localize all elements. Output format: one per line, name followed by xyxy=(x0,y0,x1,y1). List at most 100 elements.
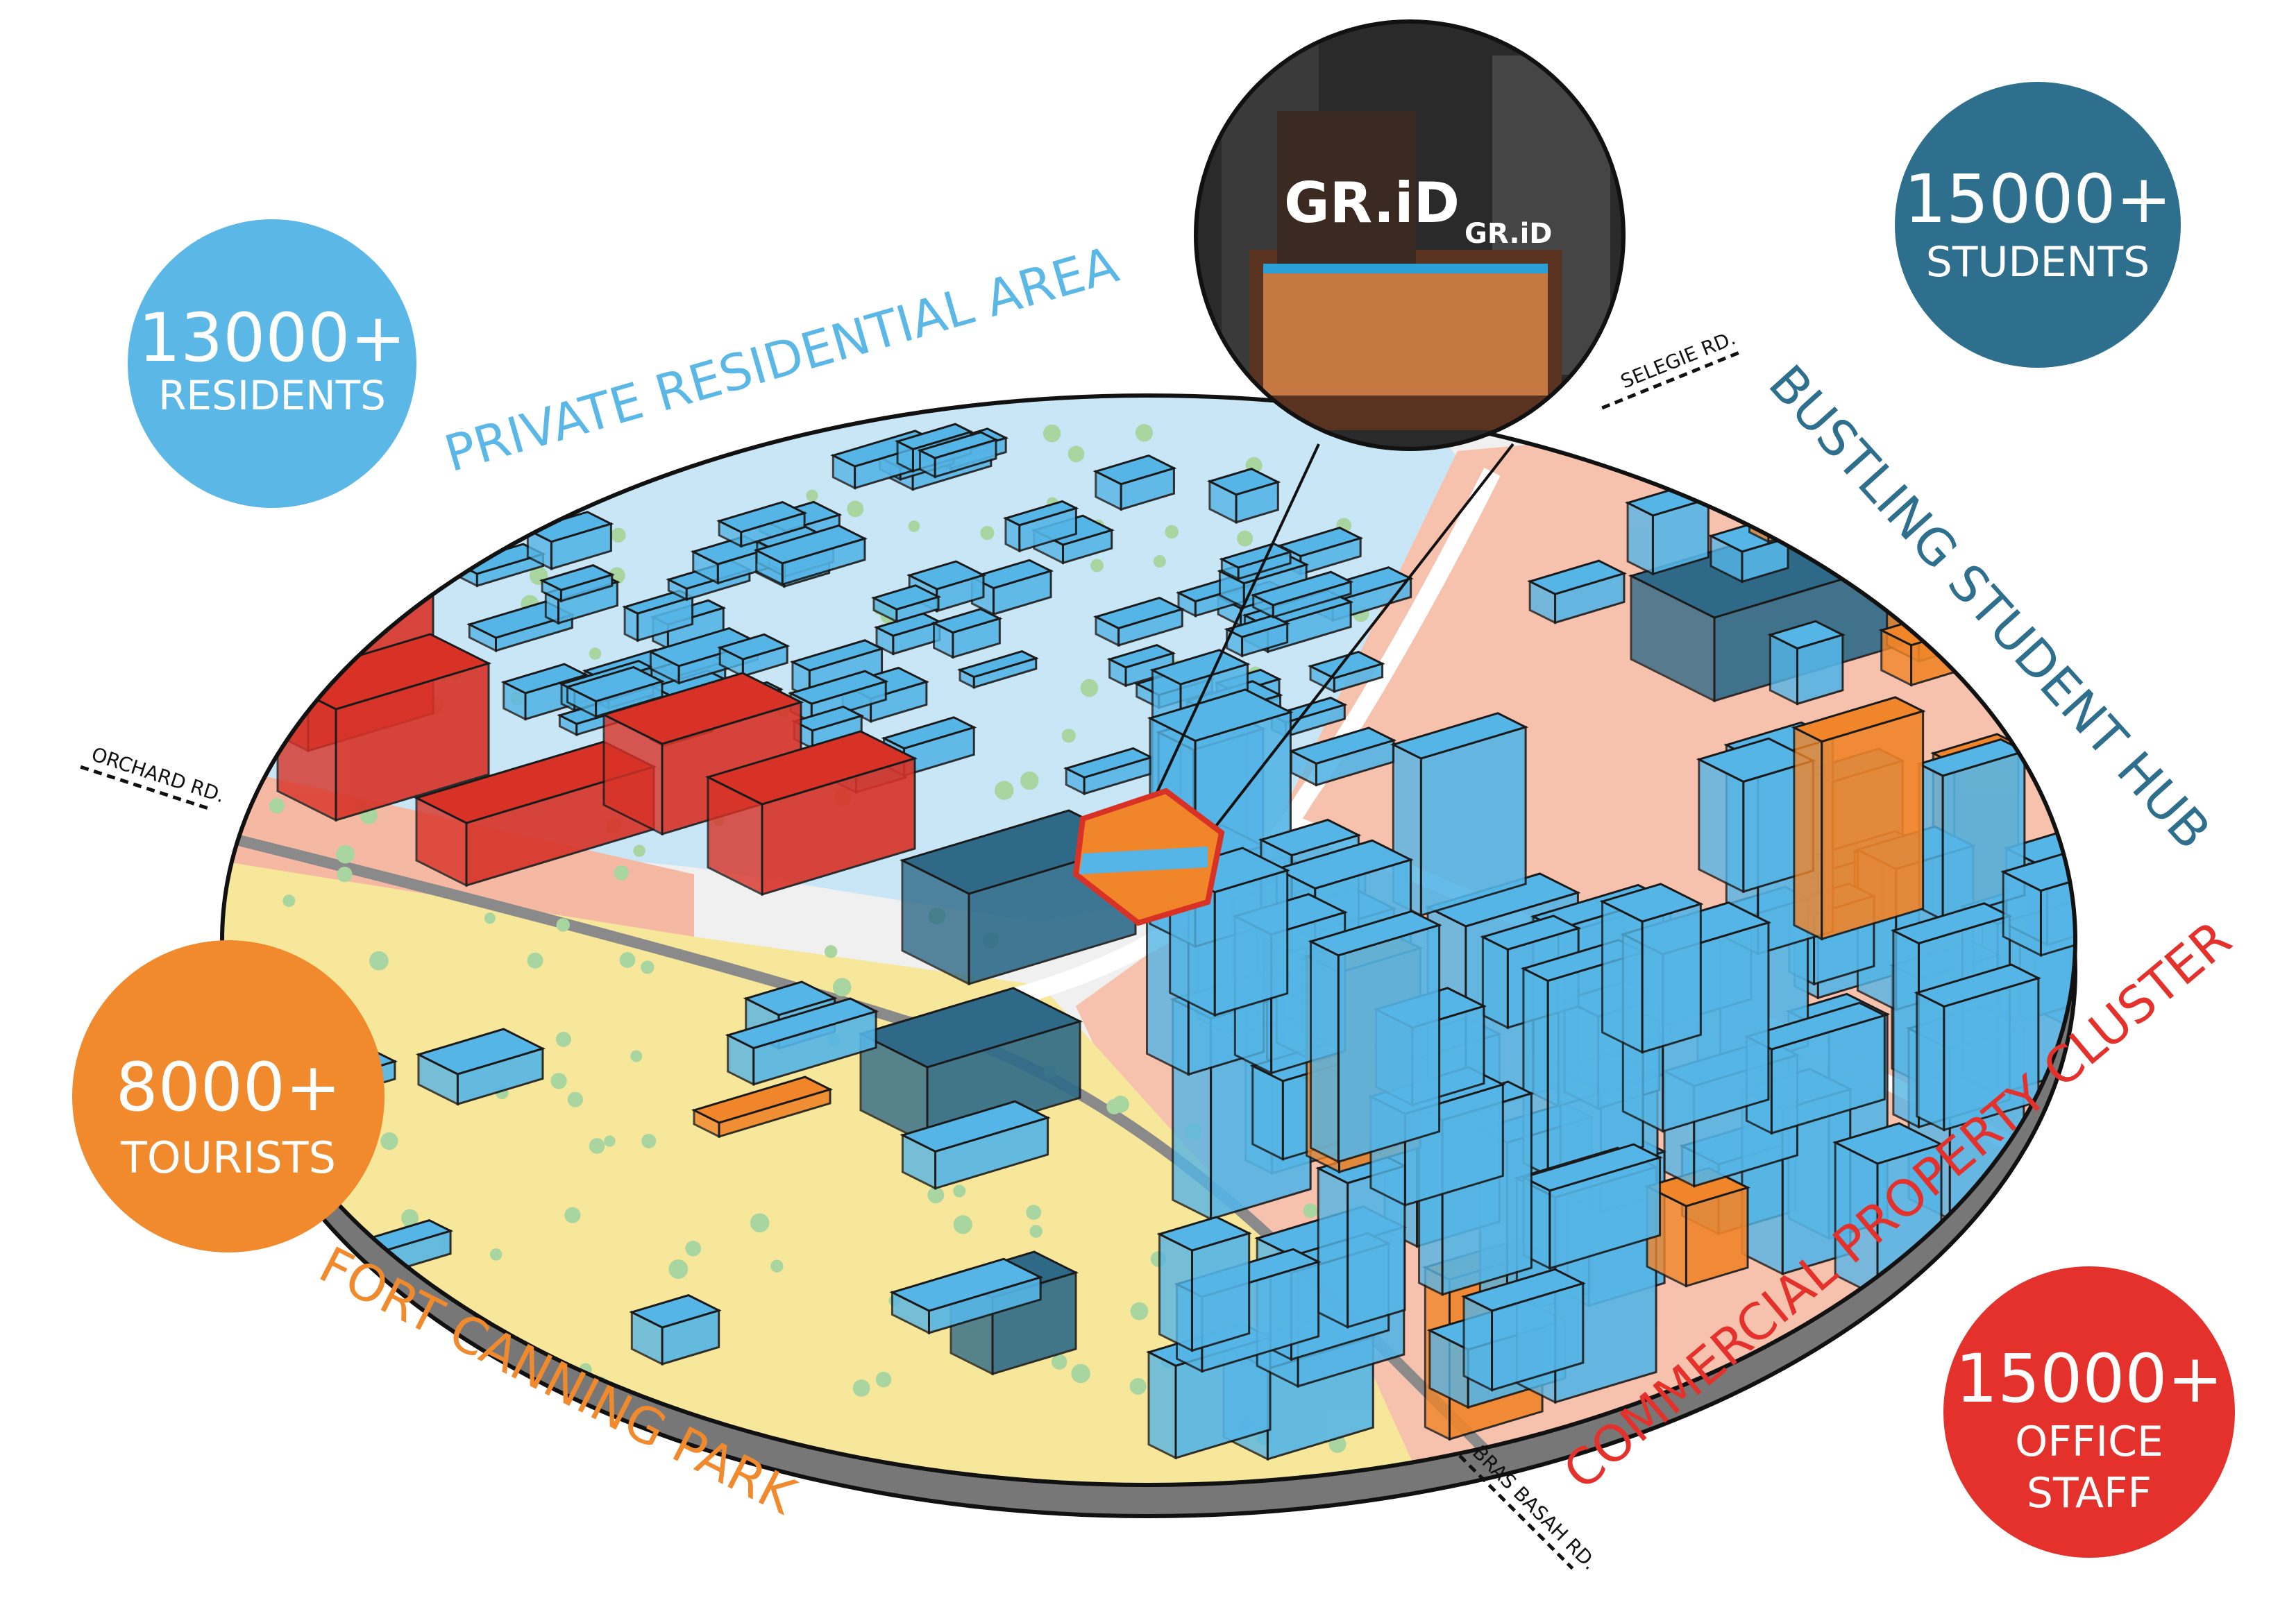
tree xyxy=(336,844,355,864)
inset-sign-text-small: GR.iD xyxy=(1464,218,1552,250)
svg-text:13000+: 13000+ xyxy=(138,299,406,377)
park-building xyxy=(725,997,879,1087)
tree xyxy=(489,1248,503,1261)
tree xyxy=(604,1135,616,1147)
stat-students: 15000+ STUDENTS xyxy=(1895,82,2181,368)
tree xyxy=(235,639,255,658)
tree xyxy=(380,1132,398,1150)
commercial-building xyxy=(1791,696,1926,941)
tree xyxy=(505,522,523,539)
inset-sign-text: GR.iD xyxy=(1284,171,1460,235)
project-site-building xyxy=(1072,788,1225,926)
tree xyxy=(1130,1302,1149,1320)
stat-office-staff: 15000+ OFFICE STAFF xyxy=(1943,1266,2235,1558)
student-hub-building xyxy=(1527,559,1628,624)
tree xyxy=(567,1091,583,1107)
park-building xyxy=(691,1076,834,1139)
tree xyxy=(431,450,443,461)
tree xyxy=(1051,1354,1067,1370)
tree xyxy=(354,522,367,536)
student-hub-building xyxy=(1767,620,1846,706)
tree xyxy=(337,867,353,883)
tree xyxy=(1129,1377,1147,1395)
tree xyxy=(700,431,719,450)
tree xyxy=(668,1259,689,1279)
tree xyxy=(222,1297,242,1316)
tree xyxy=(527,952,543,969)
tree xyxy=(590,1439,609,1459)
residential-building xyxy=(525,511,614,571)
tree xyxy=(927,1187,945,1204)
commercial-building xyxy=(1599,883,1704,1054)
tree xyxy=(327,1416,346,1435)
stat-residents: 13000+ RESIDENTS xyxy=(128,219,416,508)
tree xyxy=(439,566,452,579)
tree xyxy=(824,945,838,958)
tree xyxy=(446,1428,461,1443)
residential-building xyxy=(1063,747,1154,796)
tree xyxy=(237,1384,251,1398)
residential-building xyxy=(1219,542,1294,581)
tree xyxy=(847,500,864,518)
tree xyxy=(300,1245,314,1260)
tree xyxy=(1237,530,1253,547)
tree xyxy=(1026,1205,1042,1221)
tree xyxy=(908,520,920,532)
tree xyxy=(852,1379,870,1397)
svg-text:15000+: 15000+ xyxy=(1904,160,2172,238)
svg-text:TOURISTS: TOURISTS xyxy=(120,1132,336,1183)
tree xyxy=(555,1031,571,1047)
callout-line xyxy=(1137,443,1320,833)
tree xyxy=(1080,679,1099,697)
tree xyxy=(953,1184,966,1198)
tree xyxy=(556,918,571,932)
residential-building xyxy=(1206,468,1281,525)
tree xyxy=(1067,445,1085,463)
tree xyxy=(1112,1096,1129,1113)
tree xyxy=(806,489,818,502)
tree xyxy=(1303,1203,1318,1218)
tree xyxy=(205,908,219,922)
road-selegie xyxy=(1004,468,1501,1008)
tree xyxy=(633,844,645,857)
condo-tower xyxy=(704,730,918,897)
park-building xyxy=(889,1257,1044,1335)
tree xyxy=(341,607,355,621)
svg-text:15000+: 15000+ xyxy=(1955,1340,2223,1418)
tree xyxy=(1020,771,1039,790)
tree xyxy=(995,781,1014,800)
tree xyxy=(269,798,285,814)
tree xyxy=(750,1213,770,1233)
tree xyxy=(484,912,496,924)
residential-building xyxy=(716,500,808,548)
residential-building xyxy=(956,650,1039,690)
tree xyxy=(1135,424,1154,442)
commercial-building xyxy=(1156,1216,1252,1352)
residential-building xyxy=(1308,650,1385,693)
tree xyxy=(369,951,389,971)
tree xyxy=(980,525,995,541)
residential-building xyxy=(931,608,1003,659)
tree xyxy=(1071,1363,1090,1384)
park-building xyxy=(900,1100,1051,1190)
tree xyxy=(694,420,711,436)
tree xyxy=(614,865,629,881)
svg-text:8000+: 8000+ xyxy=(116,1048,341,1126)
tree xyxy=(337,639,351,652)
residential-building xyxy=(1224,614,1290,658)
svg-text:OFFICE: OFFICE xyxy=(2015,1418,2163,1466)
tree xyxy=(550,1073,567,1089)
tree xyxy=(589,1138,605,1154)
tree xyxy=(414,461,433,480)
tree xyxy=(1043,424,1061,443)
residential-building xyxy=(1092,596,1185,647)
tree xyxy=(1061,729,1076,743)
tree xyxy=(270,601,289,620)
condo-tower xyxy=(274,633,492,822)
commercial-building xyxy=(1460,1268,1586,1392)
commercial-building xyxy=(1914,963,2041,1132)
civic-building xyxy=(857,987,1083,1146)
stat-tourists: 8000+ TOURISTS xyxy=(72,940,385,1252)
tree xyxy=(770,1259,784,1273)
